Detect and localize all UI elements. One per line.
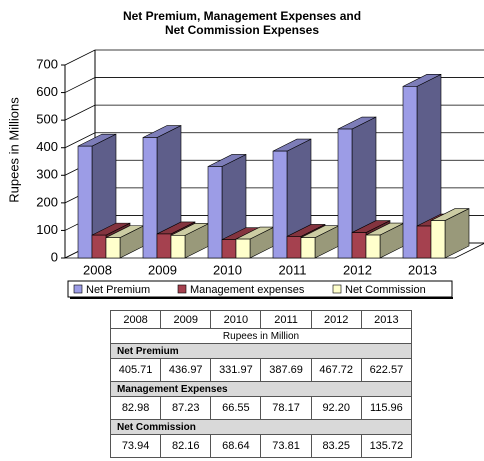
table-cell: 83.25	[310, 434, 362, 458]
table-cell: 2011	[260, 310, 312, 329]
bar	[351, 232, 367, 259]
bar	[221, 239, 237, 259]
bar	[207, 166, 223, 259]
table-row: 82.98 87.23 66.55 78.17 92.20 115.96	[109, 396, 413, 420]
table-cell: 331.97	[210, 358, 262, 382]
table-cell: 2013	[360, 310, 413, 329]
bar	[105, 237, 121, 259]
legend-swatch	[177, 284, 187, 294]
table-cell: Management Expenses	[110, 381, 412, 397]
bar	[77, 145, 93, 259]
chart-title: Net Premium, Management Expenses and Net…	[122, 9, 362, 37]
table-cell: 78.17	[260, 396, 312, 420]
table-cell: 2008	[109, 310, 162, 329]
grid-line	[64, 49, 484, 66]
table-cell: 387.69	[260, 358, 312, 382]
bar	[272, 150, 288, 259]
table-row: 2008 2009 2010 2011 2012 2013	[109, 310, 413, 329]
table-row: Net Premium	[110, 343, 412, 359]
table-cell: Rupees in Million	[110, 328, 412, 344]
bar	[286, 236, 302, 259]
grid-line	[64, 77, 484, 93]
table-cell: 2010	[210, 310, 262, 329]
y-tick-label: 500	[36, 112, 58, 127]
table-row: Rupees in Million	[110, 328, 412, 344]
table-body: 2008 2009 2010 2011 2012 2013 Rupees in Millio…	[109, 310, 413, 458]
table-cell: 135.72	[360, 434, 413, 458]
data-table: 2008 2009 2010 2011 2012 2013 Rupees in Millio…	[109, 310, 413, 458]
table-row: 405.71 436.97 331.97 387.69 467.72 622.57	[109, 358, 413, 382]
y-tick-label: 600	[36, 84, 58, 99]
x-tick-label: 2012	[343, 262, 372, 277]
table-cell: 2012	[310, 310, 362, 329]
y-tick-label: 700	[36, 56, 58, 71]
table-cell: 73.81	[260, 434, 312, 458]
x-tick-label: 2008	[83, 262, 112, 277]
y-tick-label: 0	[51, 249, 58, 264]
x-tick-label: 2010	[213, 262, 242, 277]
legend-label: Management expenses	[190, 284, 305, 296]
bar	[170, 235, 186, 259]
table-cell: Net Premium	[110, 343, 412, 359]
legend-label: Net Commission	[345, 284, 426, 296]
bar	[142, 137, 158, 259]
bar	[91, 234, 107, 259]
y-tick-label: 200	[36, 194, 58, 209]
bar	[337, 128, 353, 259]
table-cell: 87.23	[160, 396, 212, 420]
x-tick-label: 2013	[408, 262, 437, 277]
bar	[365, 234, 381, 259]
bar	[430, 220, 446, 259]
y-tick-label: 100	[36, 222, 58, 237]
bar	[402, 86, 418, 259]
y-axis-label: Rupees in Millions	[6, 97, 21, 203]
bar	[156, 233, 172, 259]
table-row: 73.94 82.16 68.64 73.81 83.25 135.72	[109, 434, 413, 458]
table-row: Management Expenses	[110, 381, 412, 397]
legend-swatch	[73, 284, 83, 294]
bar	[235, 238, 251, 259]
table-cell: 405.71	[109, 358, 162, 382]
table-cell: 82.98	[109, 396, 162, 420]
table-cell: 622.57	[360, 358, 413, 382]
table-row: Net Commission	[110, 419, 412, 435]
grid-line	[64, 104, 484, 121]
table-cell: 467.72	[310, 358, 362, 382]
table-cell: 82.16	[160, 434, 212, 458]
legend-swatch	[332, 284, 342, 294]
table-cell: 436.97	[160, 358, 212, 382]
bar	[416, 225, 432, 259]
table-cell: 73.94	[109, 434, 162, 458]
table-cell: 92.20	[310, 396, 362, 420]
y-tick-label: 400	[36, 139, 58, 154]
table-cell: 115.96	[360, 396, 413, 420]
legend-label: Net Premium	[86, 284, 150, 296]
bar	[300, 237, 316, 259]
x-tick-label: 2011	[279, 262, 307, 277]
table-cell: 68.64	[210, 434, 262, 458]
table-cell: 66.55	[210, 396, 262, 420]
table-cell: Net Commission	[110, 419, 412, 435]
y-tick-label: 300	[36, 167, 58, 182]
x-tick-label: 2009	[148, 262, 177, 277]
table-cell: 2009	[160, 310, 212, 329]
chart: 0 100 200 300 400 500 600 700 Rupees in Millions…	[6, 49, 484, 299]
